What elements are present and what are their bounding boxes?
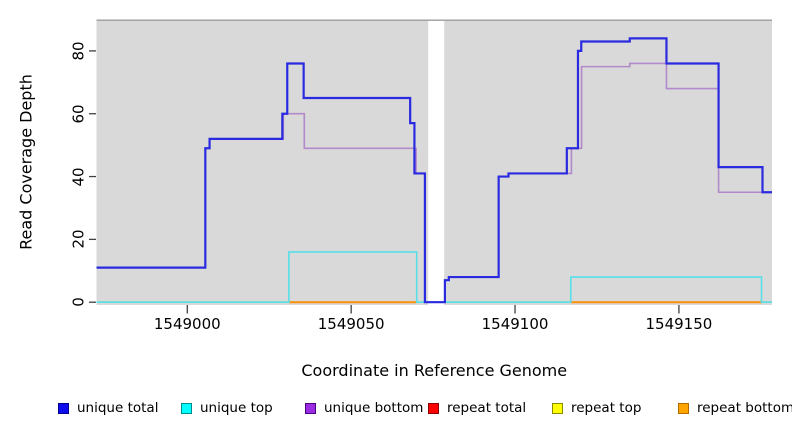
series-line-unique-total: [96, 37, 772, 304]
x-tick-label-1549000: 1549000: [153, 315, 221, 333]
no-data-gap: [428, 19, 445, 305]
y-tick-label-0: 0: [69, 297, 88, 307]
series-line-unique-top: [96, 251, 772, 303]
y-tick-label-60: 60: [69, 104, 88, 124]
x-tick-label-1549050: 1549050: [317, 315, 385, 333]
x-tick-label-1549100: 1549100: [481, 315, 549, 333]
y-tick-label-80: 80: [69, 41, 88, 61]
y-tick-label-40: 40: [69, 167, 88, 187]
x-tick-label-1549150: 1549150: [645, 315, 713, 333]
x-axis-title: Coordinate in Reference Genome: [301, 361, 568, 380]
y-axis-title: Read Coverage Depth: [16, 74, 36, 251]
y-tick-label-20: 20: [69, 229, 88, 249]
